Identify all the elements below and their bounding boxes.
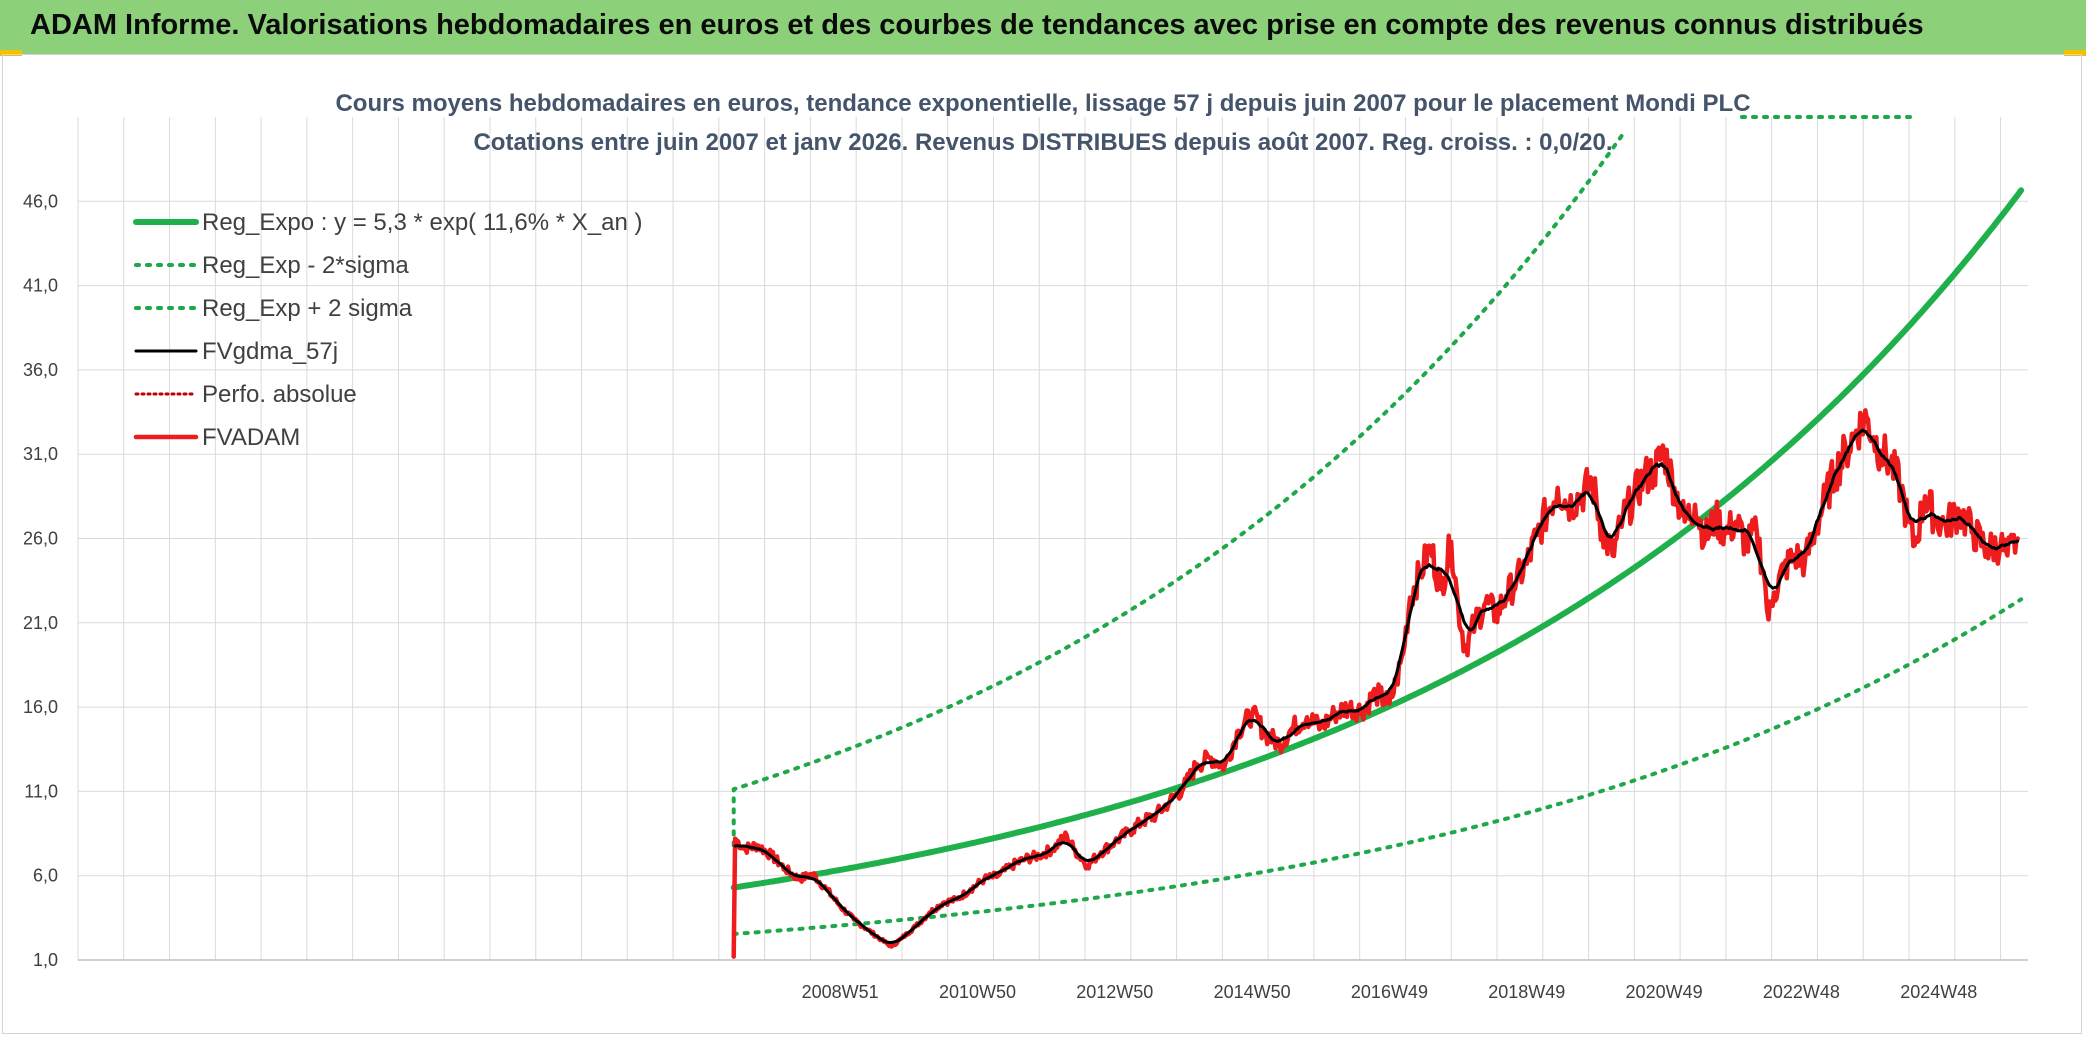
y-tick-label: 31,0 (23, 444, 58, 464)
y-tick-label: 1,0 (33, 950, 58, 970)
y-tick-label: 21,0 (23, 613, 58, 633)
legend-label: Perfo. absolue (202, 381, 357, 408)
x-tick-label: 2012W50 (1076, 982, 1153, 1002)
legend-label: FVADAM (202, 424, 300, 451)
x-tick-label: 2014W50 (1214, 982, 1291, 1002)
y-tick-label: 6,0 (33, 866, 58, 886)
page-title: ADAM Informe. Valorisations hebdomadaire… (30, 9, 1924, 41)
series-line-fvadam (731, 408, 2020, 959)
grid (77, 117, 2028, 961)
y-tick-label: 46,0 (23, 191, 58, 211)
corner-accent-right (2064, 50, 2086, 56)
x-tick-label: 2010W50 (939, 982, 1016, 1002)
chart-subtitle: Cotations entre juin 2007 et janv 2026. … (473, 129, 1612, 156)
series-line-reg-minus-2sigma (731, 597, 2024, 936)
series-line-reg-plus-2sigma (731, 132, 1625, 848)
legend-label: Reg_Exp - 2*sigma (202, 252, 409, 279)
x-tick-label: 2008W51 (802, 982, 879, 1002)
y-tick-label: 41,0 (23, 276, 58, 296)
header-banner: ADAM Informe. Valorisations hebdomadaire… (0, 0, 2086, 54)
x-tick-label: 2024W48 (1900, 982, 1977, 1002)
legend-label: Reg_Expo : y = 5,3 * exp( 11,6% * X_an ) (202, 209, 642, 236)
x-tick-label: 2020W49 (1626, 982, 1703, 1002)
legend-label: FVgdma_57j (202, 338, 338, 365)
chart-title: Cours moyens hebdomadaires en euros, ten… (335, 90, 1750, 117)
x-tick-label: 2016W49 (1351, 982, 1428, 1002)
x-tick-label: 2018W49 (1488, 982, 1565, 1002)
y-tick-label: 26,0 (23, 529, 58, 549)
series (730, 132, 2025, 959)
x-axis: 2008W51 2010W50 2012W50 2014W50 2016W49 2018W… (78, 959, 2028, 1002)
y-tick-label: 16,0 (23, 697, 58, 717)
legend-label: Reg_Exp + 2 sigma (202, 295, 413, 322)
series-line-reg-expo (730, 187, 2025, 891)
series-line-fvgdma-57j (733, 428, 2020, 944)
corner-accent-left (0, 50, 22, 56)
legend: Reg_Expo : y = 5,3 * exp( 11,6% * X_an )… (133, 209, 642, 451)
y-tick-label: 11,0 (24, 781, 58, 801)
chart-frame (2, 54, 2082, 1034)
x-tick-label: 2022W48 (1763, 982, 1840, 1002)
y-tick-label: 36,0 (23, 360, 58, 380)
y-axis: 1,0 6,0 11,0 16,0 21,0 26,0 31,0 36,0 41,0 46,0 (23, 191, 58, 970)
